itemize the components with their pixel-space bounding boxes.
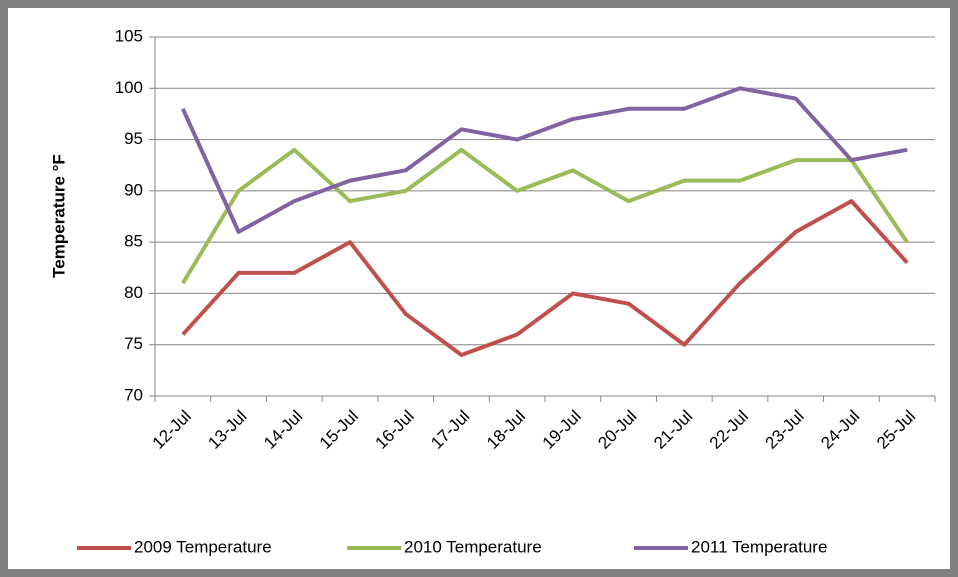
y-tick-label: 80 — [124, 283, 143, 302]
legend-label: 2009 Temperature — [134, 537, 272, 556]
series-line — [181, 86, 908, 234]
y-tick-label: 75 — [124, 334, 143, 353]
y-tick-label: 105 — [115, 26, 143, 45]
y-tick-label: 70 — [124, 385, 143, 404]
series-line — [181, 199, 909, 357]
y-tick-label: 90 — [124, 180, 143, 199]
y-tick-label: 100 — [115, 78, 143, 97]
legend-label: 2011 Temperature — [691, 537, 827, 556]
y-axis-label: Temperature °F — [49, 154, 68, 278]
y-tick-label: 95 — [124, 129, 143, 148]
series-line — [181, 147, 909, 285]
y-tick-label: 85 — [124, 232, 143, 251]
legend-label: 2010 Temperature — [404, 537, 542, 556]
